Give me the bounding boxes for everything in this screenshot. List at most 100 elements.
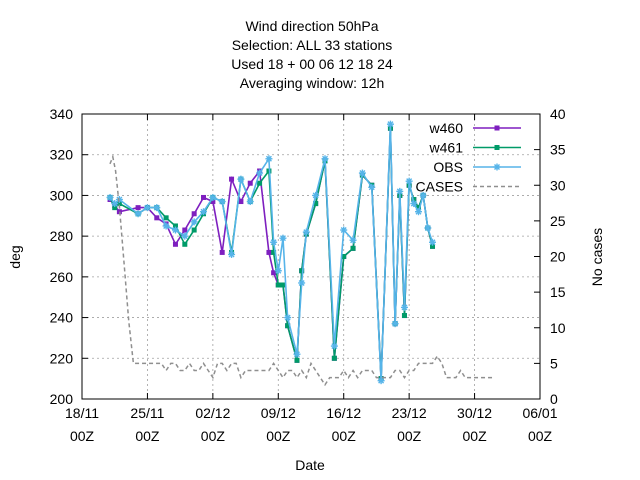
title-line: Averaging window: 12h — [240, 75, 385, 91]
data-point — [210, 199, 216, 205]
x-tick-label: 00Z — [135, 428, 160, 444]
x-tick-label: 23/12 — [392, 405, 427, 421]
data-point — [410, 200, 418, 208]
x-tick-label: 00Z — [266, 428, 291, 444]
data-point — [358, 169, 366, 177]
y2-tick-label: 0 — [550, 391, 558, 407]
data-point — [424, 224, 432, 232]
data-point — [299, 268, 305, 274]
data-point — [182, 241, 188, 247]
data-point — [331, 355, 337, 361]
data-point — [391, 320, 399, 328]
x-tick-label: 30/12 — [457, 405, 492, 421]
y-tick-label: 340 — [50, 106, 74, 122]
legend-label: OBS — [433, 159, 463, 175]
legend-label: w461 — [429, 140, 464, 156]
data-point — [191, 211, 197, 217]
y2-tick-label: 40 — [550, 106, 566, 122]
data-point — [271, 270, 277, 276]
data-point — [414, 208, 422, 216]
y2-axis-label: No cases — [589, 228, 605, 286]
data-point — [386, 120, 394, 128]
data-point — [330, 342, 338, 350]
x-tick-label: 06/01 — [522, 405, 557, 421]
data-point — [274, 267, 282, 275]
data-point — [219, 249, 225, 255]
chart-title: Wind direction 50hPa Selection: ALL 33 st… — [231, 18, 393, 91]
title-line: Selection: ALL 33 stations — [232, 37, 393, 53]
data-point — [411, 197, 417, 202]
data-point — [401, 313, 407, 319]
data-point — [294, 357, 300, 363]
x-tick-label: 00Z — [201, 428, 226, 444]
x-tick-label: 16/12 — [326, 405, 361, 421]
data-point — [181, 232, 189, 240]
x-tick-label: 00Z — [463, 428, 488, 444]
data-point — [162, 222, 170, 230]
data-point — [349, 236, 357, 244]
data-point — [229, 176, 235, 182]
series-cases — [109, 154, 494, 387]
data-point — [377, 377, 385, 385]
legend-label: w460 — [429, 120, 464, 136]
axes: 200 220 240 260 280 300 320 340 0 5 10 15 20 25 30 35 40… — [50, 106, 566, 444]
data-point — [396, 187, 404, 195]
x-tick-label: 25/11 — [130, 405, 164, 421]
data-point — [190, 218, 198, 226]
y-tick-label: 220 — [50, 350, 74, 366]
title-line: Wind direction 50hPa — [245, 18, 378, 34]
data-point — [400, 303, 408, 311]
data-point — [429, 238, 437, 246]
y-tick-label: 240 — [50, 310, 74, 326]
grid — [82, 114, 540, 399]
data-point — [106, 193, 114, 201]
data-point — [302, 228, 310, 236]
series-obs — [106, 120, 437, 385]
data-point — [284, 314, 292, 322]
series — [106, 120, 494, 387]
data-point — [405, 177, 413, 185]
y2-tick-label: 35 — [550, 142, 566, 158]
x-tick-label: 00Z — [70, 428, 95, 444]
data-point — [201, 194, 207, 200]
data-point — [191, 227, 197, 233]
data-point — [116, 201, 122, 207]
data-point — [257, 180, 263, 186]
legend: w460 w461 OBS CASES — [416, 120, 521, 195]
data-point — [182, 227, 188, 233]
y-tick-label: 260 — [50, 269, 74, 285]
data-point — [246, 198, 254, 206]
data-point — [270, 238, 278, 246]
data-point — [312, 191, 320, 199]
x-tick-label: 00Z — [528, 428, 553, 444]
data-point — [172, 223, 178, 229]
data-point — [279, 234, 287, 242]
legend-marker — [493, 163, 501, 171]
data-point — [171, 226, 179, 234]
data-point — [430, 243, 436, 249]
x-tick-label: 09/12 — [261, 405, 296, 421]
data-point — [419, 191, 427, 199]
data-point — [293, 350, 301, 358]
y2-tick-label: 30 — [550, 177, 566, 193]
y-tick-label: 280 — [50, 228, 74, 244]
y2-tick-label: 20 — [550, 249, 566, 265]
data-point — [280, 282, 286, 288]
y-axis-label: deg — [7, 245, 23, 268]
data-point — [200, 208, 208, 216]
data-point — [341, 254, 347, 259]
y-tick-label: 300 — [50, 187, 74, 203]
y2-tick-label: 5 — [550, 355, 558, 371]
legend-marker — [494, 125, 500, 131]
data-point — [321, 155, 329, 163]
y2-tick-label: 10 — [550, 320, 566, 336]
x-tick-label: 00Z — [332, 428, 357, 444]
legend-marker — [494, 145, 500, 150]
y-tick-label: 320 — [50, 147, 74, 163]
data-point — [266, 249, 272, 255]
data-point — [247, 180, 253, 186]
series-line — [109, 154, 494, 387]
data-point — [218, 198, 226, 206]
data-point — [298, 279, 306, 287]
